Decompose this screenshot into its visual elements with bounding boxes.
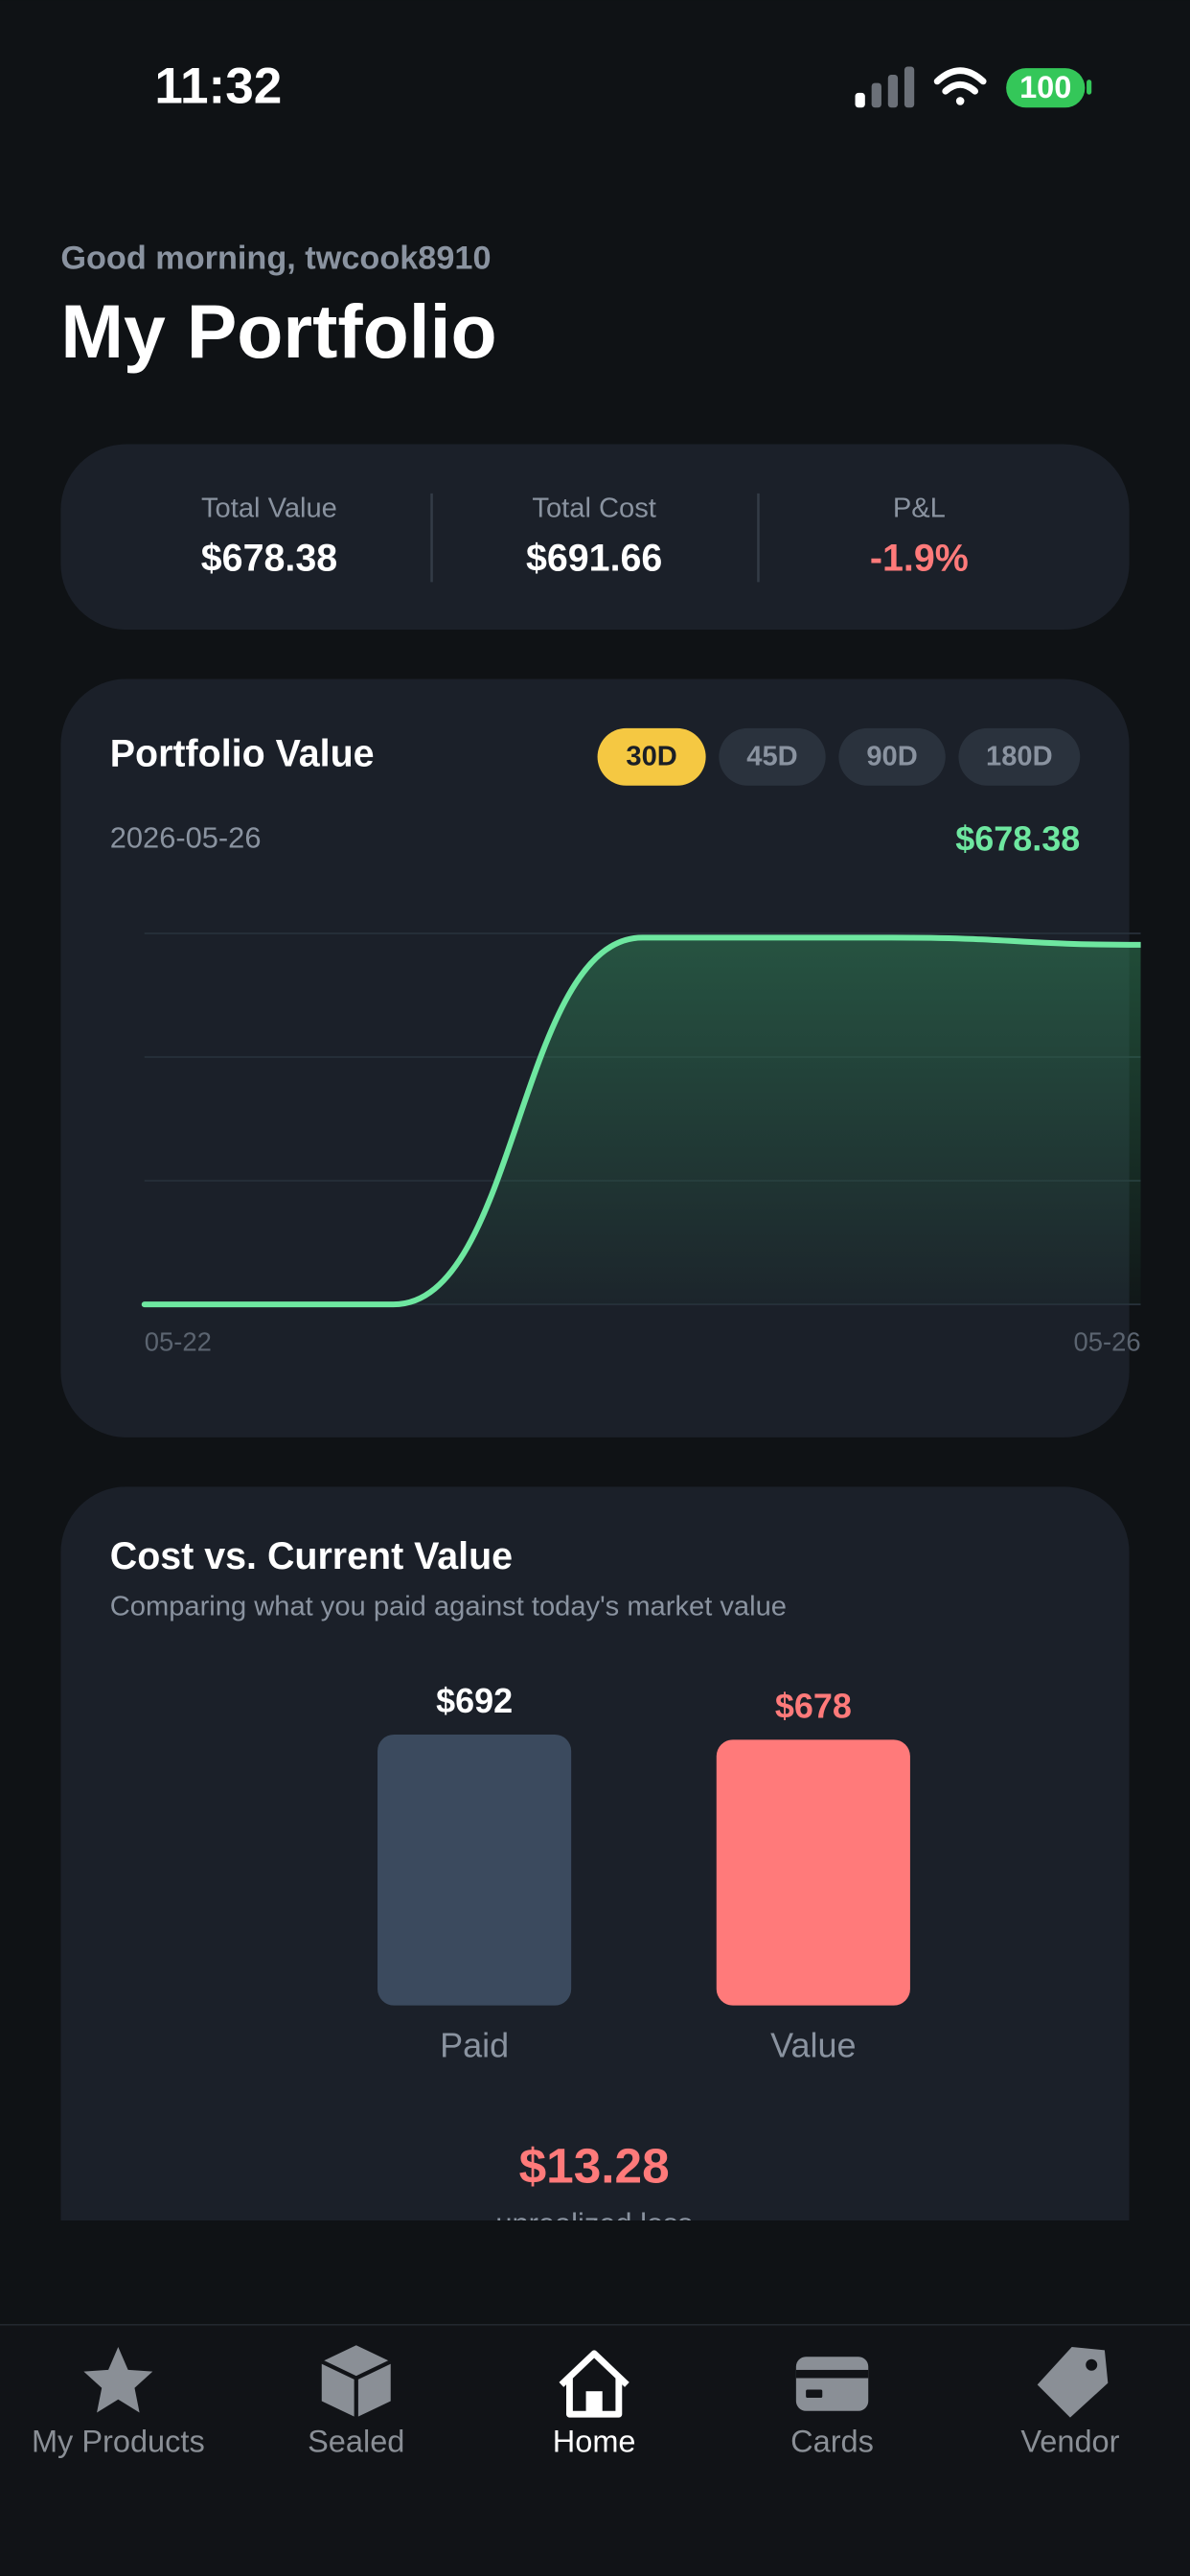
range-pill-bg[interactable] xyxy=(719,727,826,786)
summary-label: Total Cost xyxy=(532,494,655,524)
icon-tag-hole[interactable] xyxy=(1086,2358,1098,2371)
summary-card xyxy=(60,444,1130,631)
tab[interactable]: Vendor xyxy=(1020,2346,1120,2459)
tab[interactable]: Sealed xyxy=(308,2345,404,2459)
summary-label: Total Value xyxy=(201,494,337,524)
bar-value-label: $678 xyxy=(775,1686,852,1725)
selected-date: 2026-05-26 xyxy=(110,820,262,854)
range-pill[interactable]: 45D xyxy=(719,727,826,786)
range-pill[interactable]: 30D xyxy=(597,727,706,786)
bar xyxy=(716,1739,910,2006)
x-tick-label: Value xyxy=(770,2026,856,2065)
x-tick-label: Paid xyxy=(440,2026,509,2065)
tab-label[interactable]: Sealed xyxy=(308,2425,404,2459)
summary-value: $691.66 xyxy=(526,538,662,580)
x-tick-label: 05-22 xyxy=(145,1326,212,1356)
tab[interactable]: Cards xyxy=(790,2357,874,2459)
icon-star[interactable] xyxy=(83,2346,153,2413)
bar-card xyxy=(60,1486,1130,2221)
status-time: 11:32 xyxy=(154,58,282,114)
summary-value: -1.9% xyxy=(870,538,969,580)
card-subtitle: Comparing what you paid against today's … xyxy=(110,1592,787,1622)
range-pill[interactable]: 180D xyxy=(958,727,1081,786)
greeting: Good morning, twcook8910 xyxy=(60,241,491,277)
loss-caption: unrealized loss xyxy=(495,2206,693,2240)
range-pill-bg[interactable] xyxy=(838,727,946,786)
line-area xyxy=(144,937,1141,1305)
tab-bar xyxy=(0,2323,1190,2576)
bar xyxy=(378,1734,572,2006)
tab-label[interactable]: Vendor xyxy=(1020,2425,1119,2459)
card-title: Portfolio Value xyxy=(110,732,375,774)
range-pill-label[interactable]: 45D xyxy=(746,741,797,771)
tab[interactable]: Home xyxy=(553,2350,636,2459)
range-pill-label[interactable]: 90D xyxy=(866,741,917,771)
summary-value: $678.38 xyxy=(201,538,337,580)
signal-icon xyxy=(855,66,915,108)
icon-card-stripe[interactable] xyxy=(795,2369,869,2379)
card-title: Cost vs. Current Value xyxy=(110,1535,513,1577)
range-pill[interactable]: 90D xyxy=(838,727,946,786)
page-title: My Portfolio xyxy=(60,289,496,374)
loss-amount: $13.28 xyxy=(519,2138,670,2194)
x-tick-label: 05-26 xyxy=(1074,1326,1141,1356)
line xyxy=(141,934,1141,1308)
bar-card-group: Cost vs. Current Value Comparing what yo… xyxy=(60,1486,1130,2240)
wifi-icon xyxy=(933,67,987,105)
range-pill-label[interactable]: 30D xyxy=(626,741,676,771)
range-pill-bg[interactable] xyxy=(958,727,1081,786)
tab-label[interactable]: Cards xyxy=(790,2425,874,2459)
battery-tip xyxy=(1087,80,1092,95)
icon-home-door[interactable] xyxy=(585,2391,603,2415)
tab-label[interactable]: My Products xyxy=(32,2425,205,2459)
battery-level: 100 xyxy=(1019,70,1071,104)
range-pill-label[interactable]: 180D xyxy=(986,741,1053,771)
tab[interactable]: My Products xyxy=(32,2346,205,2459)
battery xyxy=(1006,68,1086,108)
range-pill-bg[interactable] xyxy=(597,727,706,786)
tab-label[interactable]: Home xyxy=(553,2425,636,2459)
icon-card-chip[interactable] xyxy=(806,2389,823,2399)
icon-box-line[interactable] xyxy=(320,2359,392,2418)
current-value: $678.38 xyxy=(955,819,1080,859)
summary-label: P&L xyxy=(893,494,946,524)
bar-value-label: $692 xyxy=(436,1681,513,1720)
icon-card[interactable] xyxy=(795,2357,869,2411)
